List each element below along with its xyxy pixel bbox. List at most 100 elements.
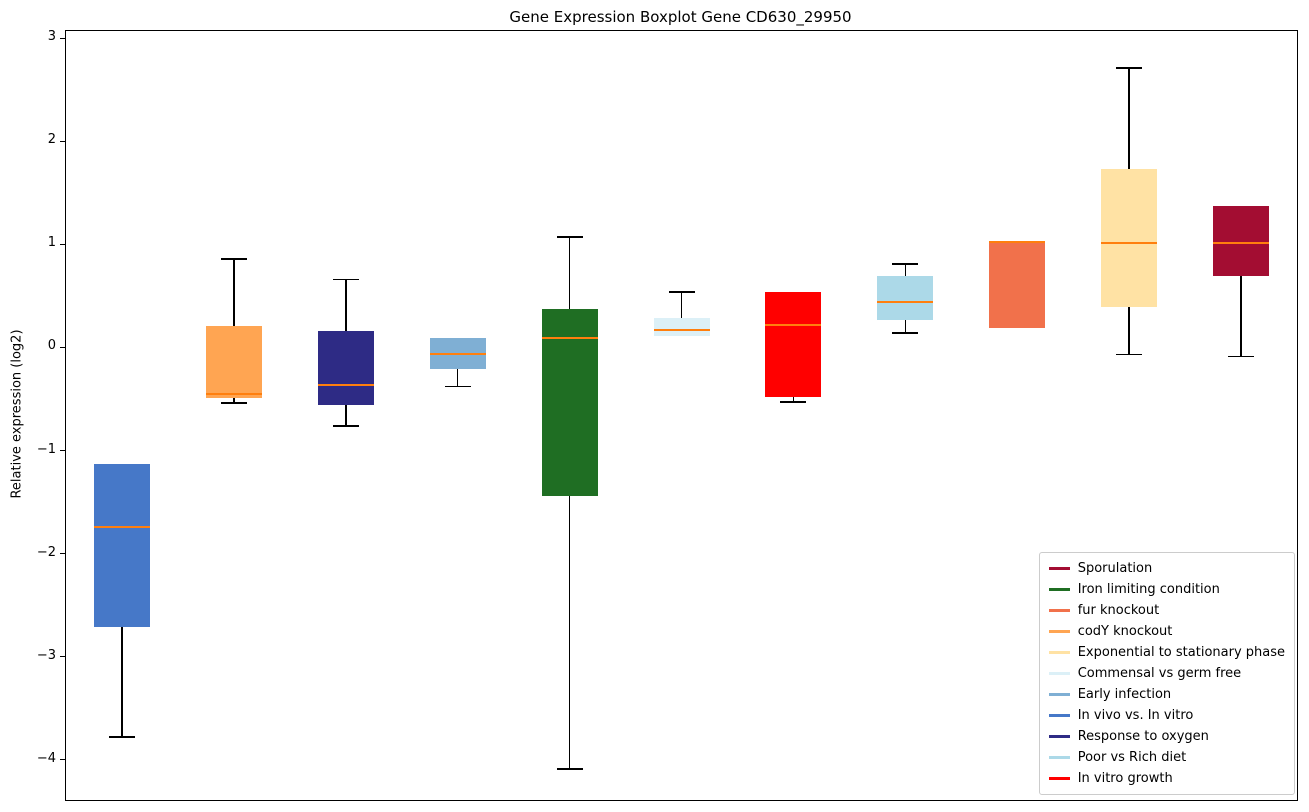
legend-swatch (1048, 651, 1070, 654)
boxplot-group-4 (66, 31, 1297, 800)
median-line (429, 352, 486, 355)
upper-whisker (680, 291, 683, 318)
legend-item: Commensal vs germ free (1048, 663, 1285, 684)
y-tick-mark (60, 243, 65, 245)
legend-label: fur knockout (1077, 603, 1160, 618)
legend-swatch (1048, 714, 1070, 717)
y-tick-label: −3 (36, 647, 56, 663)
box (877, 276, 934, 320)
y-tick-mark (60, 759, 65, 761)
lower-whisker-cap (444, 385, 471, 388)
legend: Sporulation Iron limiting condition fur kn… (1038, 552, 1295, 795)
legend-swatch (1048, 756, 1070, 759)
median-line (93, 525, 150, 528)
y-tick-label: −2 (36, 544, 56, 560)
median-line (653, 328, 710, 331)
y-tick-label: −1 (36, 441, 56, 457)
legend-label: Iron limiting condition (1077, 582, 1220, 597)
upper-whisker (568, 237, 571, 310)
legend-item: In vivo vs. In vitro (1048, 705, 1285, 726)
median-line (205, 392, 262, 395)
y-tick-mark (60, 450, 65, 452)
box (653, 317, 710, 337)
upper-whisker (1128, 68, 1130, 170)
median-line (1101, 242, 1158, 245)
legend-swatch (1048, 588, 1070, 591)
upper-whisker-cap (892, 263, 919, 265)
median-line (765, 323, 822, 326)
upper-whisker-cap (332, 278, 359, 281)
lower-whisker (792, 396, 795, 403)
legend-item: Exponential to stationary phase (1048, 642, 1285, 663)
box (989, 242, 1046, 328)
box (765, 291, 822, 397)
legend-swatch (1048, 693, 1070, 696)
box (205, 325, 262, 398)
boxplot-group-9 (66, 31, 1297, 800)
plot-area: Sporulation Iron limiting condition fur kn… (65, 30, 1298, 801)
lower-whisker-cap (332, 425, 359, 427)
lower-whisker (233, 397, 235, 404)
lower-whisker-cap (892, 332, 919, 334)
median-line (877, 301, 934, 304)
y-tick-label: 2 (47, 132, 56, 148)
upper-whisker (904, 263, 907, 277)
lower-whisker (345, 405, 347, 426)
box (1101, 169, 1158, 308)
lower-whisker (1128, 307, 1130, 355)
y-tick-mark (60, 37, 65, 39)
legend-label: Early infection (1077, 687, 1172, 702)
legend-swatch (1048, 630, 1070, 633)
legend-swatch (1048, 609, 1070, 612)
legend-label: Response to oxygen (1077, 729, 1209, 744)
median-line (317, 383, 374, 386)
legend-label: In vitro growth (1077, 771, 1173, 786)
box (541, 309, 598, 496)
lower-whisker-cap (1116, 353, 1143, 356)
legend-swatch (1048, 567, 1070, 570)
legend-item: Response to oxygen (1048, 726, 1285, 747)
lower-whisker-cap (556, 768, 583, 770)
upper-whisker-cap (220, 258, 247, 260)
y-tick-mark (60, 346, 65, 348)
legend-item: Poor vs Rich diet (1048, 747, 1285, 768)
y-tick-label: 0 (47, 338, 56, 354)
legend-item: Sporulation (1048, 558, 1285, 579)
y-tick-mark (60, 656, 65, 658)
boxplot-boxes (66, 31, 1297, 800)
y-tick-label: −4 (36, 750, 56, 766)
upper-whisker (233, 258, 235, 326)
legend-label: Sporulation (1077, 561, 1153, 576)
y-tick-label: 3 (47, 29, 56, 45)
boxplot-group-7 (66, 31, 1297, 800)
legend-item: Iron limiting condition (1048, 579, 1285, 600)
legend-label: Exponential to stationary phase (1077, 645, 1285, 660)
boxplot-group-3 (66, 31, 1297, 800)
legend-swatch (1048, 672, 1070, 675)
boxplot-group-10 (66, 31, 1297, 800)
median-line (1213, 242, 1270, 245)
median-line (541, 337, 598, 340)
lower-whisker-cap (1228, 355, 1255, 358)
legend-item: Early infection (1048, 684, 1285, 705)
lower-whisker (904, 319, 907, 334)
legend-label: Commensal vs germ free (1077, 666, 1242, 681)
y-tick-mark (60, 553, 65, 555)
legend-swatch (1048, 735, 1070, 738)
upper-whisker-cap (556, 236, 583, 238)
boxplot-group-1 (66, 31, 1297, 800)
upper-whisker-cap (1116, 67, 1143, 69)
lower-whisker (456, 369, 459, 387)
boxplot-group-6 (66, 31, 1297, 800)
legend-item: In vitro growth (1048, 768, 1285, 789)
legend-label: Poor vs Rich diet (1077, 750, 1187, 765)
y-tick-mark (60, 140, 65, 142)
box (317, 330, 374, 406)
lower-whisker-cap (108, 736, 135, 738)
lower-whisker (121, 626, 123, 738)
boxplot-group-2 (66, 31, 1297, 800)
box (93, 463, 150, 627)
y-axis-ticks: 3 2 1 0 −1 −2 −3 −4 (0, 29, 65, 799)
upper-whisker (345, 279, 347, 331)
lower-whisker (1240, 276, 1242, 357)
